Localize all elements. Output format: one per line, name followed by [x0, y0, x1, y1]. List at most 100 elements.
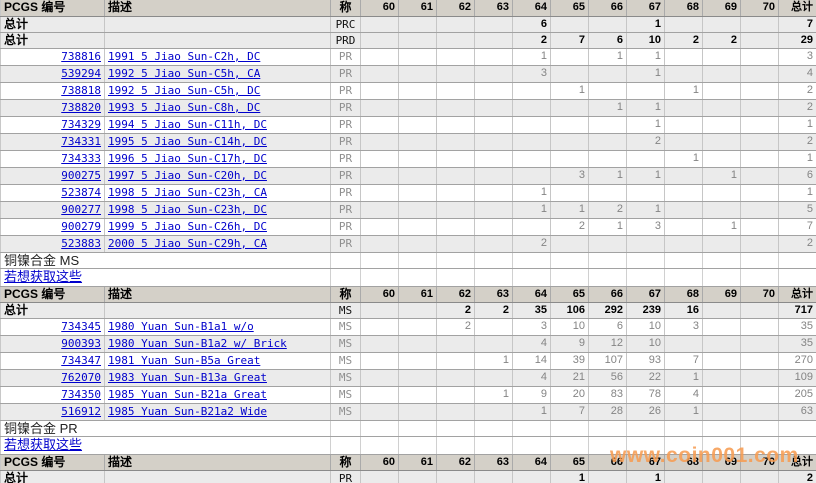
column-header-grade-61: 61	[398, 0, 437, 17]
pop-count-cell: 3	[626, 218, 665, 236]
coin-number-cell: 539294	[0, 65, 105, 83]
coin-row: 738820 1993 5 Jiao Sun-C8h, DC PR 1 1 2	[0, 99, 816, 117]
pop-count-cell: 10	[626, 32, 665, 49]
empty-cell	[550, 252, 589, 269]
column-header-grade-68: 68	[664, 0, 703, 17]
pop-count-cell	[512, 470, 551, 483]
column-header-total: 总计	[778, 0, 816, 17]
column-header-pcgs-number: PCGS 编号	[0, 454, 105, 471]
coin-number-link[interactable]: 539294	[61, 66, 101, 80]
empty-cell	[778, 436, 816, 455]
empty-cell	[512, 252, 551, 269]
empty-cell	[474, 268, 513, 287]
coin-number-link[interactable]: 900275	[61, 168, 101, 182]
coin-description-link[interactable]: 1992 5 Jiao Sun-C5h, CA	[108, 66, 261, 80]
coin-number-link[interactable]: 900393	[61, 336, 101, 350]
coin-number-link[interactable]: 734333	[61, 151, 101, 165]
pop-count-cell: 4	[512, 335, 551, 353]
pop-count-cell	[740, 82, 779, 100]
column-header-pcgs-number: PCGS 编号	[0, 286, 105, 303]
coin-description-link[interactable]: 1980 Yuan Sun-B1a2 w/ Brick	[108, 336, 287, 350]
pop-count-cell	[474, 235, 513, 253]
pop-count-cell	[664, 99, 703, 117]
pop-count-cell	[474, 369, 513, 387]
coin-number-link[interactable]: 523874	[61, 185, 101, 199]
coin-number-link[interactable]: 738818	[61, 83, 101, 97]
coin-number-link[interactable]: 523883	[61, 236, 101, 250]
coin-description-link[interactable]: 1997 5 Jiao Sun-C20h, DC	[108, 168, 267, 182]
coin-description-link[interactable]: 1985 Yuan Sun-B21a2 Wide	[108, 404, 267, 418]
coin-description-link[interactable]: 1995 5 Jiao Sun-C14h, DC	[108, 134, 267, 148]
pop-count-cell	[740, 32, 779, 49]
empty-cell	[474, 252, 513, 269]
empty-cell	[588, 420, 627, 437]
coin-number-link[interactable]: 734347	[61, 353, 101, 367]
coin-description-link[interactable]: 1993 5 Jiao Sun-C8h, DC	[108, 100, 261, 114]
pop-count-cell	[474, 201, 513, 219]
obtain-these-link[interactable]: 若想获取这些	[4, 436, 83, 452]
pop-count-cell: 2	[664, 32, 703, 49]
coin-description-link[interactable]: 2000 5 Jiao Sun-C29h, CA	[108, 236, 267, 250]
empty-cell	[398, 252, 437, 269]
grade-designation: MS	[330, 369, 361, 387]
empty-description-cell	[104, 302, 331, 319]
pop-count-cell	[588, 65, 627, 83]
empty-description-cell	[104, 32, 331, 49]
pop-count-cell	[474, 318, 513, 336]
pop-count-cell	[360, 116, 399, 134]
empty-cell	[398, 420, 437, 437]
pop-count-cell	[626, 184, 665, 202]
empty-cell	[398, 268, 437, 287]
coin-number-link[interactable]: 900279	[61, 219, 101, 233]
coin-number-link[interactable]: 734329	[61, 117, 101, 131]
coin-description-link[interactable]: 1994 5 Jiao Sun-C11h, DC	[108, 117, 267, 131]
grade-designation: PR	[330, 201, 361, 219]
pop-count-cell	[398, 335, 437, 353]
row-total-value: 63	[778, 403, 816, 421]
coin-description-link[interactable]: 1998 5 Jiao Sun-C23h, DC	[108, 202, 267, 216]
coin-number-cell: 516912	[0, 403, 105, 421]
coin-number-link[interactable]: 762070	[61, 370, 101, 384]
pop-count-cell	[474, 150, 513, 168]
coin-number-link[interactable]: 734331	[61, 134, 101, 148]
pop-count-cell	[550, 184, 589, 202]
coin-description-link[interactable]: 1983 Yuan Sun-B13a Great	[108, 370, 267, 384]
pop-count-cell	[436, 184, 475, 202]
column-header-grade-65: 65	[550, 0, 589, 17]
coin-number-link[interactable]: 734345	[61, 319, 101, 333]
pop-count-cell: 1	[626, 16, 665, 33]
pop-count-cell	[588, 16, 627, 33]
coin-description-link[interactable]: 1996 5 Jiao Sun-C17h, DC	[108, 151, 267, 165]
coin-description-link[interactable]: 1999 5 Jiao Sun-C26h, DC	[108, 219, 267, 233]
pop-count-cell	[360, 65, 399, 83]
coin-description-link[interactable]: 1992 5 Jiao Sun-C5h, DC	[108, 83, 261, 97]
pop-count-cell	[360, 352, 399, 370]
coin-description-link[interactable]: 1981 Yuan Sun-B5a Great	[108, 353, 261, 367]
coin-number-link[interactable]: 900277	[61, 202, 101, 216]
empty-cell	[512, 436, 551, 455]
pop-count-cell	[360, 201, 399, 219]
coin-number-cell: 734331	[0, 133, 105, 151]
coin-number-link[interactable]: 516912	[61, 404, 101, 418]
empty-cell	[740, 252, 779, 269]
coin-description-link[interactable]: 1998 5 Jiao Sun-C23h, CA	[108, 185, 267, 199]
coin-number-link[interactable]: 738820	[61, 100, 101, 114]
obtain-these-link[interactable]: 若想获取这些	[4, 268, 83, 284]
grade-designation: MS	[330, 318, 361, 336]
coin-description-link[interactable]: 1985 Yuan Sun-B21a Great	[108, 387, 267, 401]
pop-count-cell	[740, 184, 779, 202]
pop-count-cell	[398, 470, 437, 483]
totals-label: 总计	[0, 32, 105, 49]
coin-description-link[interactable]: 1991 5 Jiao Sun-C2h, DC	[108, 49, 261, 63]
coin-number-link[interactable]: 738816	[61, 49, 101, 63]
coin-description-link[interactable]: 1980 Yuan Sun-B1a1 w/o	[108, 319, 254, 333]
coin-number-link[interactable]: 734350	[61, 387, 101, 401]
pop-count-cell: 1	[550, 470, 589, 483]
row-total-value: 2	[778, 133, 816, 151]
grade-designation: PR	[330, 48, 361, 66]
column-header-grade-68: 68	[664, 454, 703, 471]
pop-count-cell	[740, 369, 779, 387]
column-header-grade-68: 68	[664, 286, 703, 303]
pop-count-cell: 1	[664, 150, 703, 168]
pop-count-cell	[474, 470, 513, 483]
